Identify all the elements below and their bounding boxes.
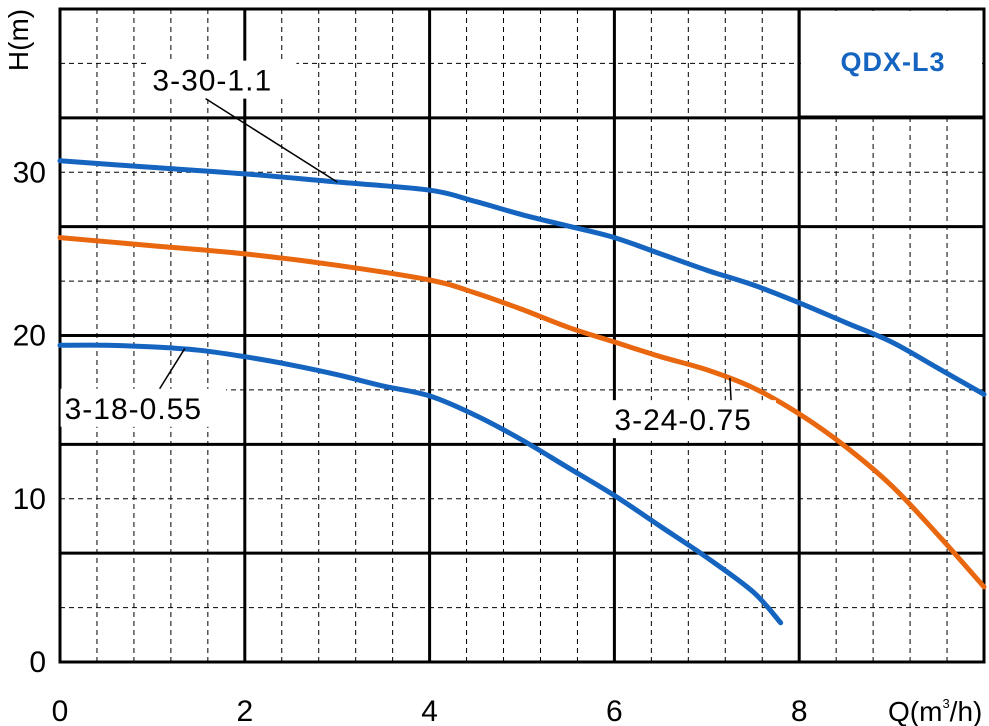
- series-line-3-30-1.1: [57, 158, 987, 397]
- annotation-leader: [729, 377, 732, 401]
- annotation-bg: [60, 388, 227, 427]
- series-line-3-18-0.55: [57, 342, 784, 626]
- x-axis-label-main: Q(m: [888, 696, 942, 726]
- major-grid: [58, 7, 986, 664]
- x-axis-label-sup: 3: [942, 696, 949, 711]
- x-tick-label: 6: [606, 695, 623, 726]
- x-tick-label: 8: [791, 695, 808, 726]
- x-tick-label: 0: [52, 695, 69, 726]
- title-box-bg: [801, 11, 982, 116]
- annotation-bg: [610, 400, 776, 439]
- annotation-label: 3-18-0.55: [65, 393, 202, 426]
- tick-labels: 0 2 4 6 8 0 10 20 30: [13, 156, 808, 726]
- annotation-label: 3-24-0.75: [614, 404, 751, 437]
- annotation-bg: [148, 60, 297, 99]
- annotation-leader: [205, 97, 338, 183]
- y-tick-label: 30: [13, 156, 46, 189]
- x-tick-label: 2: [236, 695, 253, 726]
- annotation-layer: 3-30-1.1 3-24-0.75 3-18-0.55: [60, 60, 776, 439]
- y-tick-label: 10: [13, 483, 46, 516]
- annotation-leader: [158, 348, 186, 390]
- y-tick-label: 20: [13, 320, 46, 353]
- plot-frame: [58, 7, 986, 664]
- x-axis-label: Q(m3/h): [888, 696, 982, 726]
- annotation-label: 3-30-1.1: [152, 65, 272, 98]
- x-axis-label-tail: /h): [950, 696, 983, 726]
- y-axis-label: H(m): [3, 9, 34, 71]
- x-tick-label: 4: [421, 695, 438, 726]
- chart-title: QDX-L3: [840, 47, 945, 77]
- series-line-3-24-0.75: [57, 235, 987, 590]
- y-tick-label: 0: [29, 646, 46, 679]
